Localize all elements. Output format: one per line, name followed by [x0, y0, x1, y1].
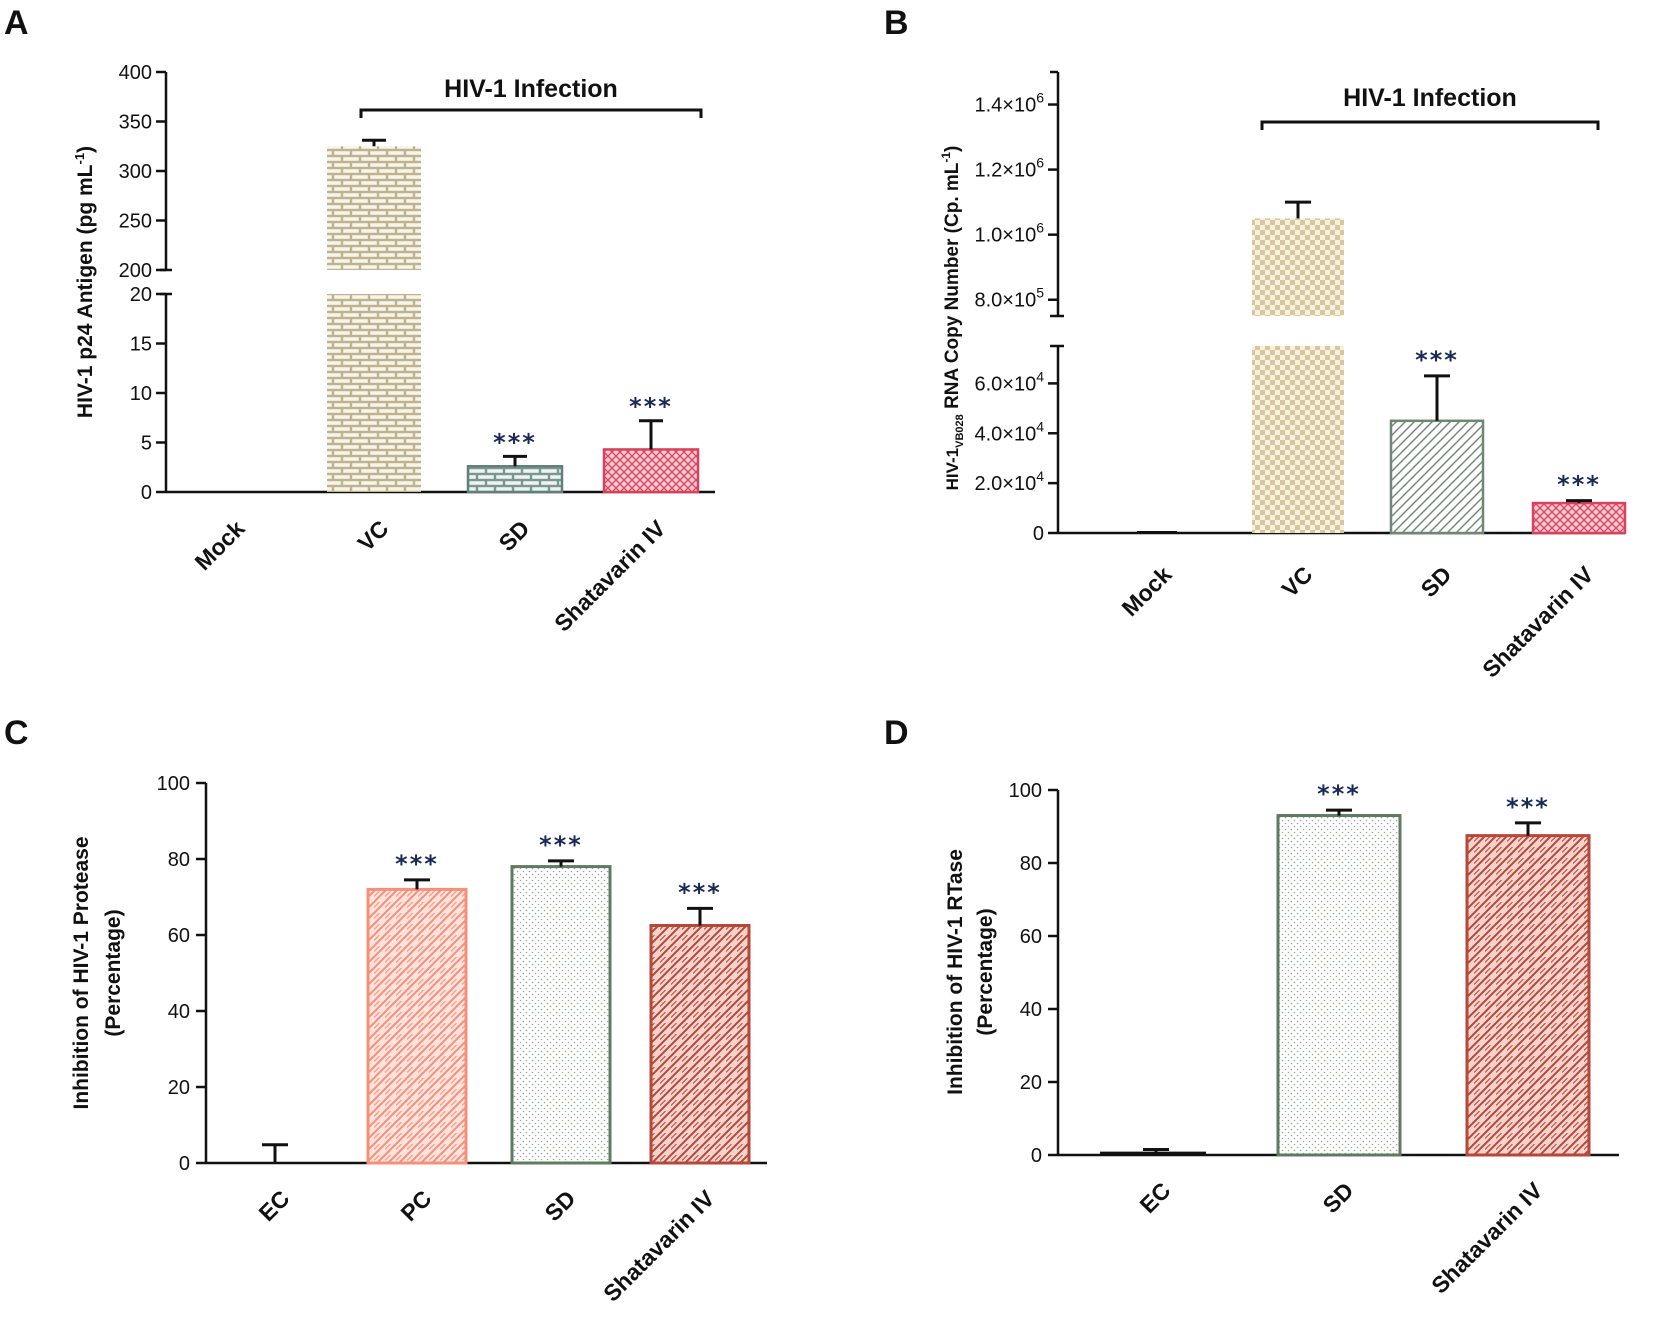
- x-tick-label: SD: [1416, 561, 1457, 602]
- y-tick-label: 40: [168, 1001, 190, 1023]
- bracket-label: HIV-1 Infection: [444, 75, 618, 103]
- significance-marker: ***: [629, 393, 673, 421]
- y-tick-label: 0: [179, 1153, 190, 1175]
- bracket-line: [359, 108, 703, 118]
- significance-marker: ***: [1415, 346, 1459, 374]
- y-axis-title: HIV-1VB028 RNA Copy Number (Cp. mL-1): [939, 146, 966, 491]
- significance-marker: ***: [1317, 780, 1361, 808]
- bar-vc-lower: [1252, 346, 1344, 533]
- panel-letter-c: C: [4, 714, 29, 752]
- panel-letter-a: A: [4, 4, 29, 42]
- bar-shatavarin-iv: [602, 448, 700, 494]
- significance-marker: ***: [539, 831, 583, 859]
- y-tick-label: 60: [1020, 926, 1042, 948]
- panel-c: C 0 20 40 60 80 100 Inhibition of HIV-1 Proteas…: [4, 714, 767, 1307]
- y-axis-title: Inhibition of HIV-1 RTase: [944, 849, 967, 1095]
- y-axis-title: HIV-1 p24 Antigen (pg mL-1): [72, 146, 97, 418]
- significance-marker: ***: [678, 878, 722, 906]
- bar-shatavarin-iv: [649, 924, 751, 1165]
- panel-letter-b: B: [884, 4, 909, 42]
- panel-letter-d: D: [884, 714, 909, 752]
- bar-sd: [510, 865, 612, 1165]
- bar-vc-lower: [327, 294, 421, 492]
- y-axis-title: Inhibition of HIV-1 Protease: [70, 836, 93, 1109]
- y-tick-label: 20: [130, 284, 152, 306]
- y-tick-label: 8.0×105: [974, 285, 1044, 312]
- y-tick-label: 80: [1020, 853, 1042, 875]
- bar-pc: [366, 887, 468, 1165]
- bracket-label: HIV-1 Infection: [1343, 84, 1517, 112]
- y-tick-label: 0: [141, 482, 152, 504]
- x-tick-label: EC: [1135, 1177, 1176, 1218]
- y-tick-label: 60: [168, 925, 190, 947]
- y-tick-label: 200: [119, 260, 152, 282]
- x-tick-label: EC: [254, 1185, 295, 1226]
- x-tick-label: Shatavarin IV: [598, 1185, 720, 1307]
- y-tick-label: 300: [119, 161, 152, 183]
- x-tick-label: Shatavarin IV: [1477, 561, 1599, 683]
- y-tick-label: 4.0×104: [974, 418, 1044, 445]
- y-axis-title-line-2: (Percentage): [102, 909, 125, 1036]
- y-tick-label: 10: [130, 383, 152, 405]
- panel-b: B 0 2.0×104 4.0×104 6.0×104 8.0×105 1.0×106 1.2…: [884, 4, 1627, 683]
- y-tick-label: 400: [119, 62, 152, 84]
- y-tick-label: 6.0×104: [974, 368, 1044, 395]
- x-tick-label: Mock: [1117, 561, 1177, 621]
- y-tick-label: 20: [168, 1077, 190, 1099]
- y-axis-title-line-2: (Percentage): [974, 908, 997, 1035]
- y-tick-label: 250: [119, 211, 152, 233]
- x-tick-label: VC: [1277, 561, 1318, 602]
- x-tick-label: Mock: [190, 515, 250, 575]
- x-tick-label: SD: [1318, 1177, 1359, 1218]
- x-tick-label: SD: [494, 515, 535, 556]
- y-tick-label: 5: [141, 433, 152, 455]
- y-tick-label: 1.2×106: [974, 155, 1044, 182]
- x-tick-label: Shatavarin IV: [1426, 1177, 1548, 1299]
- y-tick-label: 15: [130, 334, 152, 356]
- bar-shatavarin-iv: [1465, 834, 1591, 1157]
- x-tick-label: Shatavarin IV: [549, 515, 671, 637]
- y-tick-label: 2.0×104: [974, 468, 1044, 495]
- x-tick-label: PC: [396, 1185, 437, 1226]
- y-tick-label: 1.4×106: [974, 90, 1044, 117]
- bar-shatavarin-iv: [1531, 501, 1627, 535]
- x-tick-label: VC: [353, 515, 394, 556]
- y-tick-label: 100: [157, 773, 190, 795]
- bar-vc-upper: [1252, 218, 1344, 316]
- y-tick-label: 0: [1033, 523, 1044, 545]
- significance-marker: ***: [1557, 471, 1601, 499]
- y-tick-label: 100: [1009, 780, 1042, 802]
- bar-sd: [1276, 814, 1402, 1157]
- y-tick-label: 20: [1020, 1072, 1042, 1094]
- y-tick-label: 80: [168, 849, 190, 871]
- significance-marker: ***: [395, 850, 439, 878]
- y-tick-label: 350: [119, 112, 152, 134]
- y-tick-label: 40: [1020, 999, 1042, 1021]
- bar-sd: [466, 465, 564, 494]
- panel-d: D 0 20 40 60 80 100 Inhibition of HIV-1 RTase (P…: [884, 714, 1619, 1299]
- x-tick-label: SD: [540, 1185, 581, 1226]
- y-tick-label: 1.0×106: [974, 220, 1044, 247]
- bar-sd: [1389, 419, 1485, 535]
- bar-vc-upper: [327, 146, 421, 270]
- y-tick-label: 0: [1031, 1145, 1042, 1167]
- significance-marker: ***: [493, 428, 537, 456]
- bracket-line: [1260, 120, 1600, 130]
- significance-marker: ***: [1506, 793, 1550, 821]
